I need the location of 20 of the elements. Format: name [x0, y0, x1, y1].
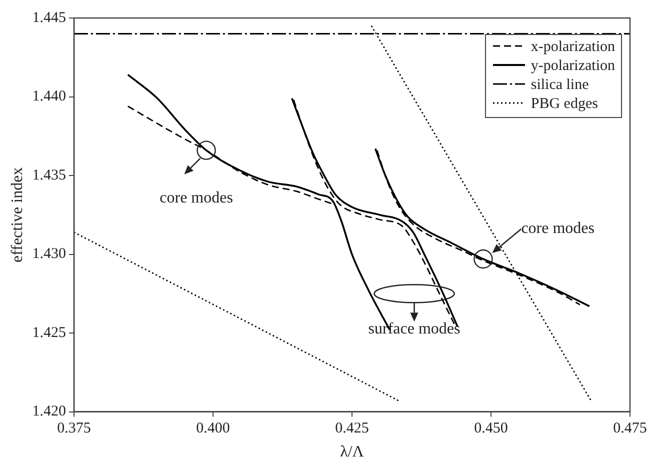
- x-tick-label: 0.400: [196, 420, 230, 437]
- x-tick-label: 0.475: [613, 420, 647, 437]
- x-tick-label: 0.425: [335, 420, 369, 437]
- y-tick-label: 1.430: [32, 246, 66, 262]
- x-axis-title: λ/Λ: [340, 444, 364, 461]
- annotation: surface modes: [368, 320, 460, 338]
- y-tick-label: 1.420: [32, 404, 66, 420]
- annotation: core modes: [160, 190, 233, 207]
- y-tick-label: 1.440: [32, 88, 66, 105]
- annotation: core modes: [521, 220, 595, 238]
- legend-label: y-polarization: [530, 58, 615, 74]
- x-tick-label: 0.375: [57, 420, 91, 437]
- y-tick-label: 1.435: [32, 167, 66, 184]
- y-tick-label: 1.425: [32, 324, 66, 341]
- x-tick-label: 0.450: [474, 420, 508, 437]
- legend-label: silica line: [530, 77, 589, 93]
- y-axis-title: effective index: [8, 167, 26, 263]
- legend-label: x-polarization: [530, 39, 615, 55]
- legend-label: PBG edges: [530, 96, 598, 112]
- y-tick-label: 1.445: [32, 10, 66, 26]
